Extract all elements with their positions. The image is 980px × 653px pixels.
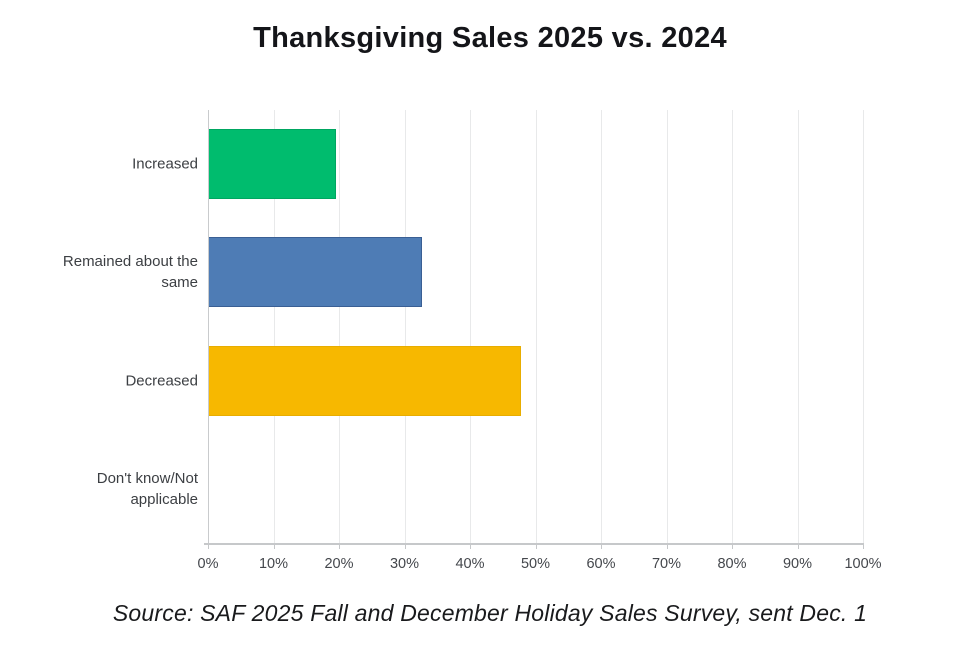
x-axis-tick [273, 545, 275, 549]
x-tick-label: 60% [586, 556, 616, 572]
plot-area [208, 110, 864, 543]
x-tick-label: 20% [324, 556, 354, 572]
x-tick-label: 70% [651, 556, 682, 572]
gridline [797, 110, 799, 543]
x-axis-tick [732, 545, 733, 549]
bar-remained-about-the-same [208, 237, 422, 308]
chart-title: Thanksgiving Sales 2025 vs. 2024 [253, 22, 727, 54]
category-label-increased: Increased [132, 155, 198, 173]
gridline [273, 110, 275, 543]
x-tick-label: 80% [717, 556, 747, 572]
source-note: Source: SAF 2025 Fall and December Holid… [112, 600, 868, 626]
gridline [470, 110, 471, 543]
x-axis-tick [404, 545, 406, 549]
gridline [404, 110, 406, 543]
x-axis-tick [797, 545, 799, 549]
x-tick-label: 40% [455, 556, 485, 572]
x-tick-label: 0% [197, 556, 219, 572]
y-axis-category-labels: Increased Remained about the same Decrease… [30, 110, 198, 543]
gridline [535, 110, 537, 543]
x-tick-label: 50% [520, 556, 551, 572]
category-label-decreased: Decreased [125, 372, 198, 390]
x-axis-tick [863, 545, 864, 549]
category-label-remained-about-the-same: Remained about the same [62, 253, 198, 292]
x-axis-line [204, 543, 864, 545]
gridline [601, 110, 602, 543]
bar-decreased [208, 345, 522, 416]
gridline [863, 110, 864, 543]
gridline [339, 110, 340, 543]
x-axis-ticks [208, 545, 864, 550]
x-axis-tick [601, 545, 602, 549]
y-axis-line [208, 110, 209, 543]
x-axis-tick-labels: 0% 10% 20% 30% 40% 50% 60% 70% 80% 90% 100% [198, 556, 882, 576]
x-tick-label: 30% [389, 556, 420, 572]
x-axis-tick [666, 545, 668, 549]
x-tick-label: 90% [782, 556, 813, 572]
bar-increased [208, 129, 337, 200]
gridline [732, 110, 733, 543]
x-tick-label: 100% [844, 556, 882, 572]
category-label-don-t-know-not-applicable: Don't know/Not applicable [96, 469, 198, 508]
x-tick-label: 10% [258, 556, 289, 572]
x-axis-tick [339, 545, 340, 549]
x-axis-tick [470, 545, 471, 549]
x-axis-tick [208, 545, 209, 549]
gridline [666, 110, 668, 543]
x-axis-tick [535, 545, 537, 549]
